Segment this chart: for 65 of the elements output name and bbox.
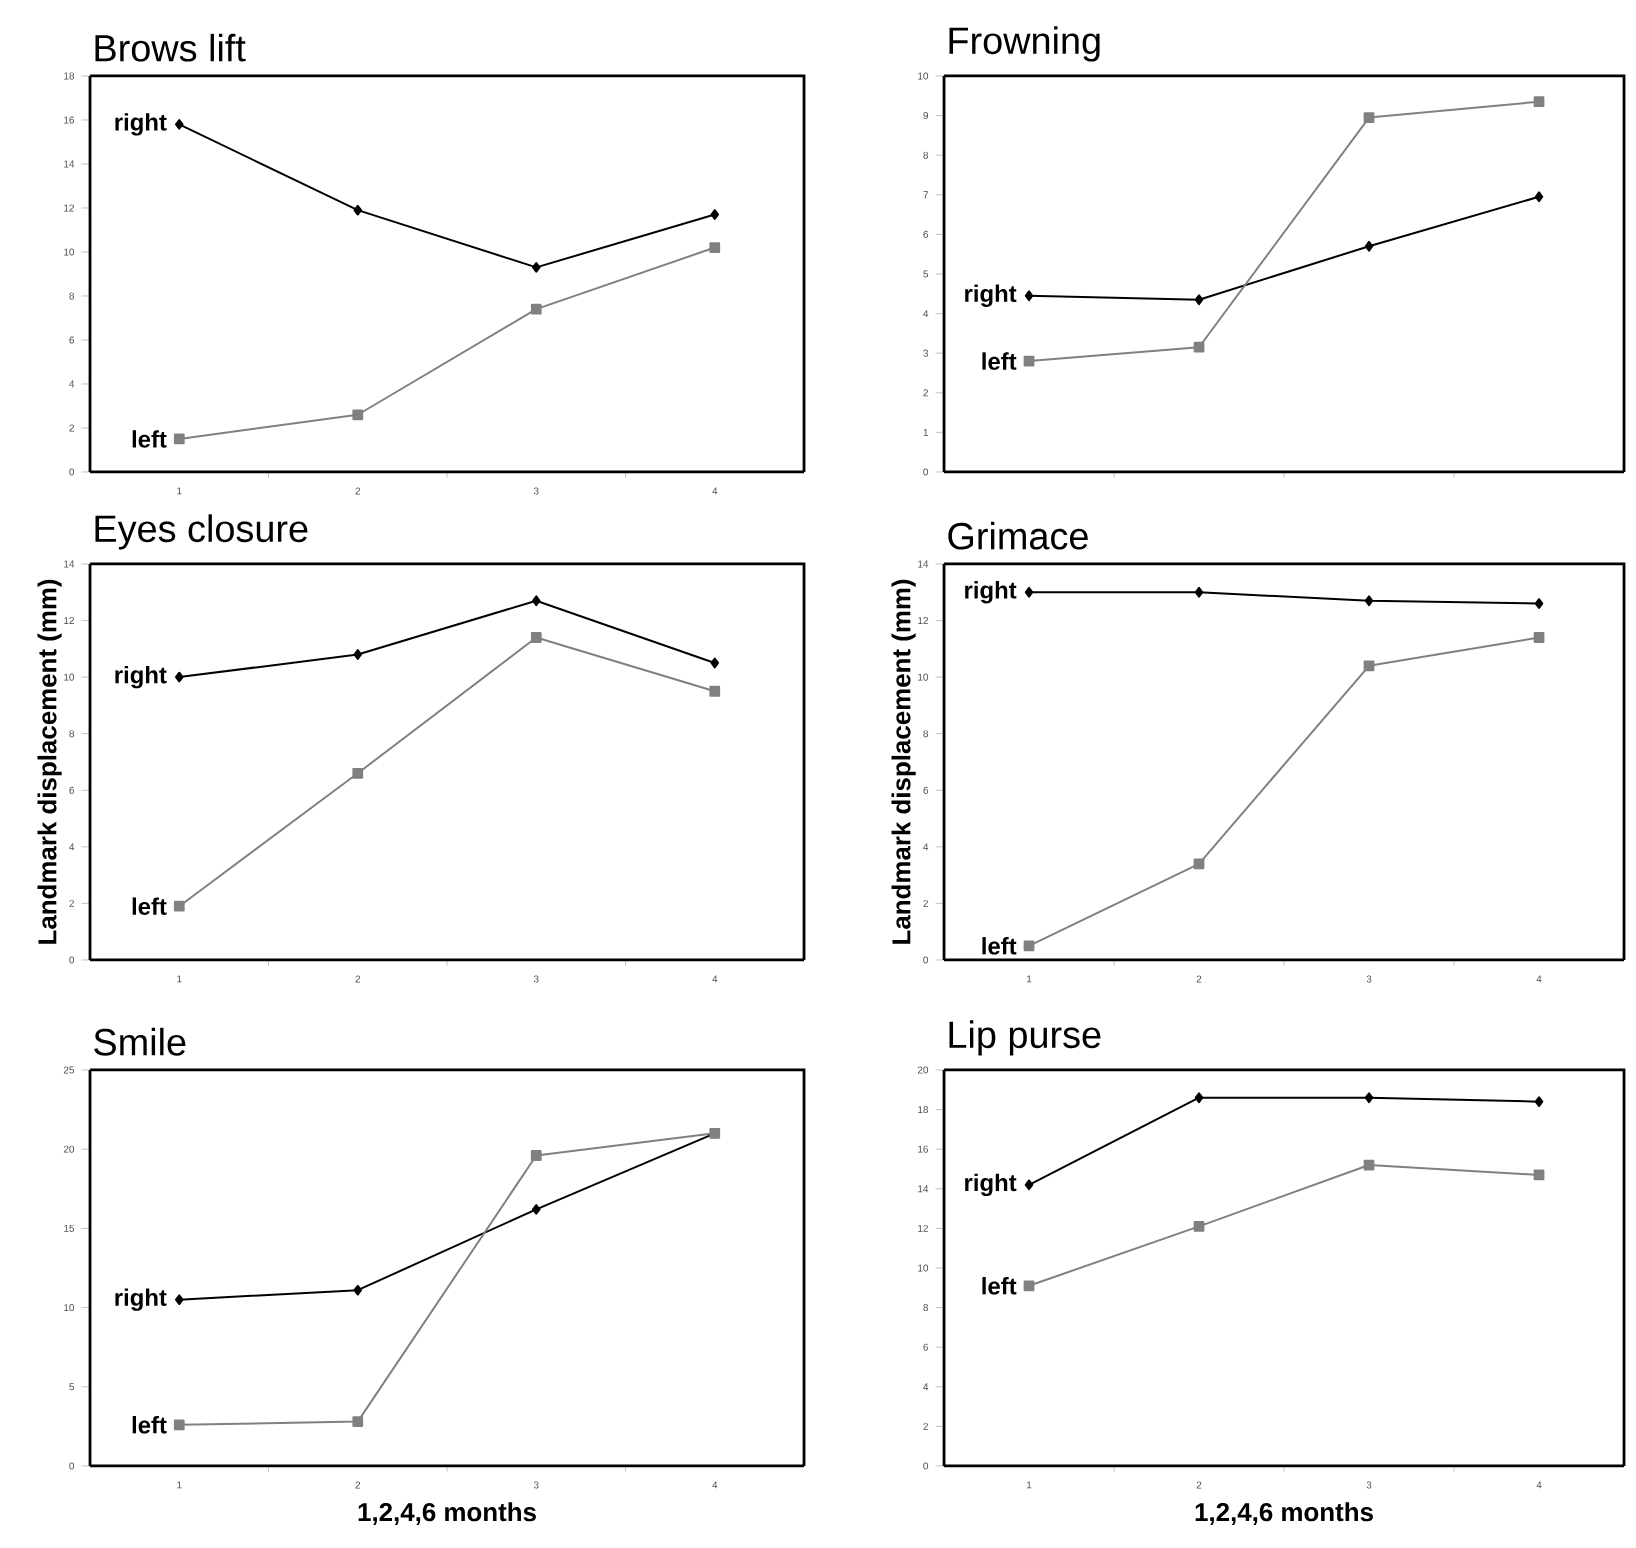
- point: [1363, 112, 1375, 123]
- point: [1194, 586, 1204, 598]
- chart-title: Lip purse: [949, 1020, 1101, 1056]
- series-label: left: [132, 1416, 167, 1434]
- point: [530, 1150, 542, 1161]
- point: [1194, 294, 1204, 306]
- point: [1023, 1280, 1035, 1292]
- point: [531, 595, 541, 607]
- point: [710, 657, 720, 669]
- point: [709, 242, 721, 253]
- x-axis-title: 1,2,4,6 months: [1195, 1502, 1373, 1526]
- point: [1534, 191, 1544, 203]
- point: [1364, 595, 1374, 607]
- point: [352, 1416, 364, 1427]
- series-label: left: [982, 1277, 1017, 1295]
- point: [352, 767, 364, 779]
- point: [709, 685, 721, 697]
- point: [1193, 858, 1205, 870]
- series-label: left: [132, 430, 167, 448]
- point: [710, 209, 720, 220]
- series-label: right: [965, 284, 1017, 307]
- point: [1193, 1221, 1205, 1232]
- point: [174, 1294, 184, 1306]
- point: [1534, 1096, 1544, 1108]
- x-axis-title: 1,2,4,6 months: [358, 1502, 536, 1526]
- point: [174, 671, 184, 683]
- series-label: left: [132, 897, 167, 915]
- point: [353, 204, 363, 216]
- point: [173, 433, 185, 445]
- point: [1533, 632, 1545, 643]
- point: [530, 632, 542, 643]
- point: [1363, 660, 1375, 672]
- point: [353, 1284, 363, 1296]
- point: [1194, 1092, 1204, 1104]
- point: [1533, 96, 1545, 108]
- y-axis-title: Landmark displacement (mm): [891, 579, 916, 944]
- chart-title: Frowning: [949, 26, 1100, 62]
- point: [531, 1203, 541, 1215]
- chart-title: Smile: [94, 1027, 186, 1056]
- point: [1364, 240, 1374, 252]
- series-label: left: [982, 352, 1017, 370]
- series-label: right: [965, 581, 1017, 604]
- chart-title: Eyes closure: [95, 514, 308, 550]
- point: [353, 649, 363, 660]
- series-label: right: [965, 1173, 1017, 1196]
- point: [1023, 940, 1035, 952]
- point: [174, 118, 184, 130]
- y-axis-title: Landmark displacement (mm): [37, 579, 62, 944]
- point: [531, 261, 541, 273]
- chart-title: Brows lift: [95, 33, 246, 62]
- point: [1364, 1092, 1374, 1104]
- point: [1193, 341, 1205, 353]
- series-label: left: [982, 937, 1017, 955]
- series-label: right: [115, 113, 167, 136]
- series-label: right: [115, 665, 167, 689]
- point: [173, 900, 185, 912]
- point: [1024, 1179, 1034, 1191]
- chart-title: Grimace: [948, 521, 1088, 550]
- point: [1024, 586, 1034, 598]
- point: [352, 409, 364, 421]
- point: [1024, 290, 1034, 302]
- point: [173, 1419, 185, 1431]
- point: [1534, 598, 1544, 609]
- series-label: right: [115, 1288, 167, 1311]
- point: [530, 303, 542, 315]
